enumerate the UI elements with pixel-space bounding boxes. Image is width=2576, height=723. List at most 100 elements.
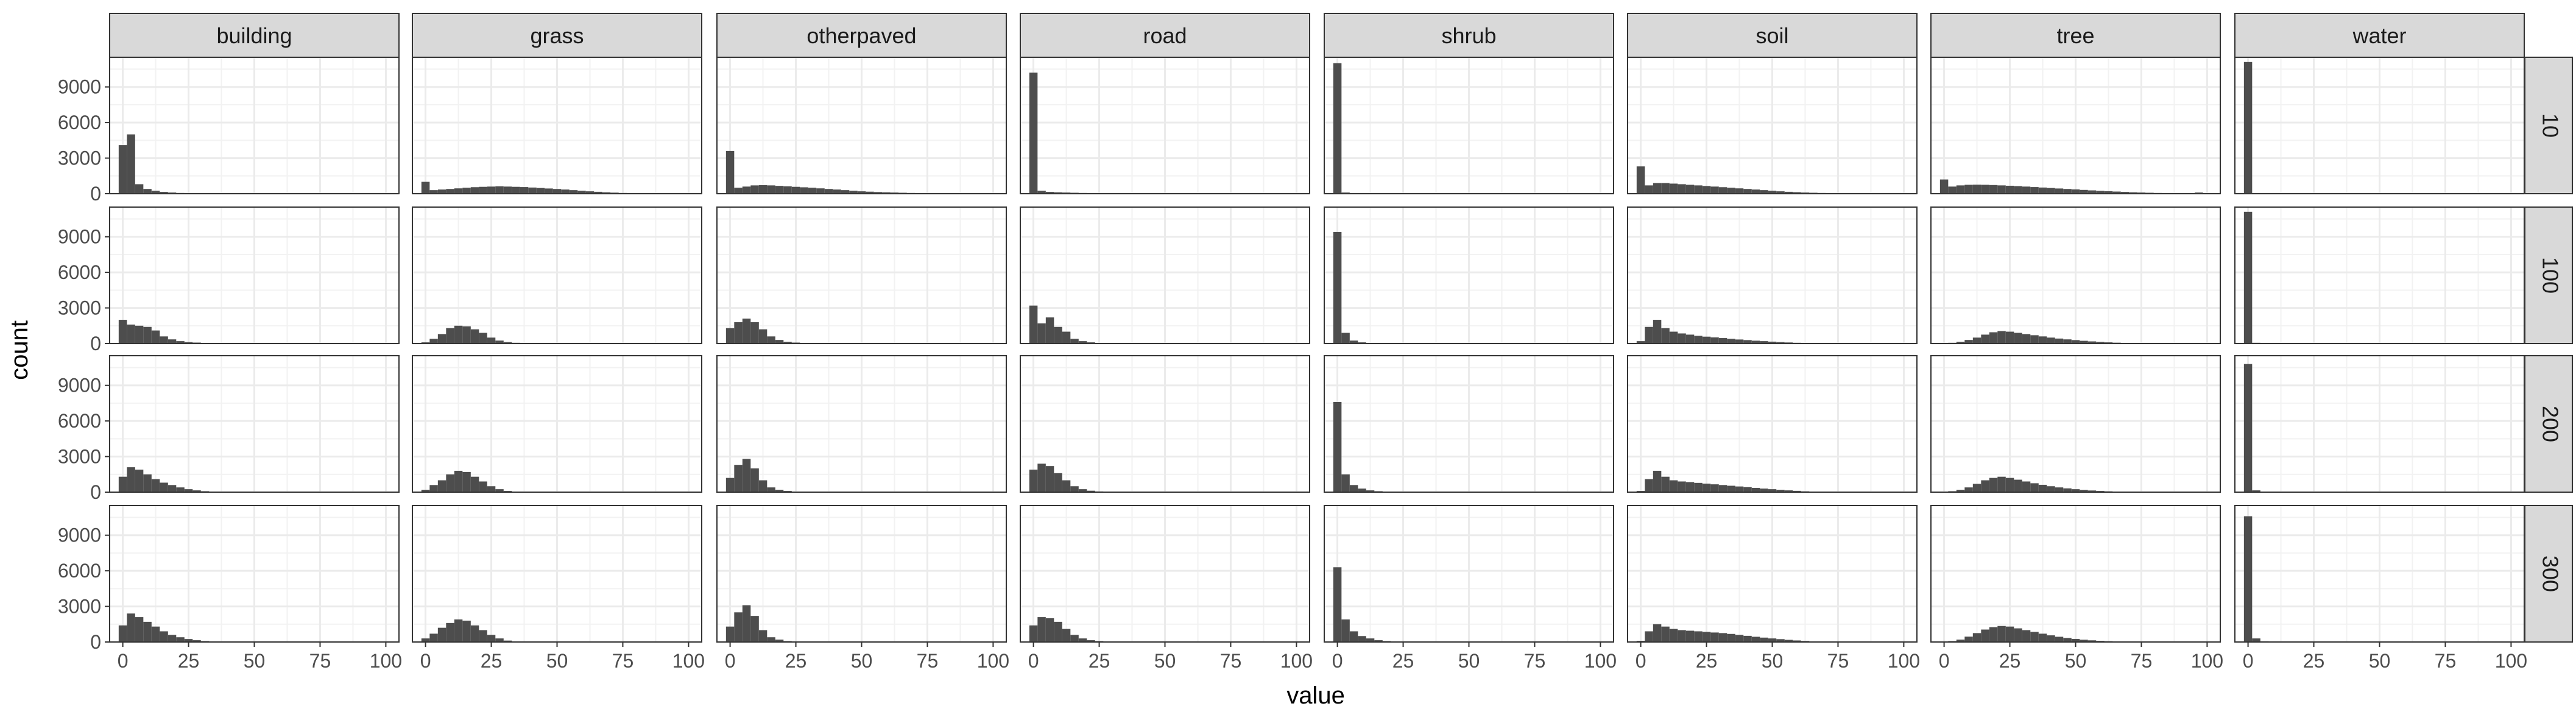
histogram-bar <box>2047 486 2055 492</box>
histogram-bar <box>1669 331 1678 344</box>
histogram-bar <box>487 337 496 344</box>
histogram-bar <box>2055 637 2064 642</box>
histogram-bar <box>1037 617 1046 642</box>
histogram-bar <box>2087 490 2097 492</box>
row-strip-label-200: 200 <box>2538 406 2563 442</box>
panel-otherpaved-100 <box>716 206 1007 345</box>
histogram-bar <box>1037 464 1046 492</box>
histogram-bar <box>1735 635 1744 642</box>
y-tick-label: 6000 <box>58 410 101 432</box>
histogram-bar <box>1956 640 1965 642</box>
histogram-bar <box>1710 337 1719 344</box>
y-tick-label: 0 <box>90 333 101 354</box>
histogram-bar <box>866 191 874 194</box>
histogram-bar <box>168 339 177 344</box>
histogram-bar <box>1078 341 1087 344</box>
histogram-bar <box>2014 628 2022 642</box>
histogram-bar <box>2243 62 2253 194</box>
x-tick-label: 75 <box>612 650 634 672</box>
histogram-bar <box>1989 332 1998 344</box>
row-strip-200 <box>2524 355 2573 493</box>
panel-grass-200 <box>412 355 702 493</box>
panel-building-300 <box>109 505 400 643</box>
histogram-bar <box>2047 188 2055 194</box>
x-tick-label: 25 <box>2303 650 2325 672</box>
histogram-bar <box>1972 337 1981 344</box>
x-tick-label: 25 <box>1696 650 1718 672</box>
x-tick-label: 0 <box>1332 650 1343 672</box>
x-tick-label: 25 <box>1089 650 1110 672</box>
histogram-bar <box>2087 640 2097 642</box>
histogram-bar <box>176 637 185 642</box>
histogram-bar <box>1710 632 1719 642</box>
histogram-bar <box>1997 476 2006 492</box>
histogram-bar <box>1685 482 1695 492</box>
histogram-bar <box>479 333 487 344</box>
histogram-bar <box>1981 480 1989 492</box>
histogram-bar <box>824 189 833 194</box>
histogram-bar <box>750 468 759 492</box>
histogram-bar <box>2005 185 2014 194</box>
histogram-bar <box>767 637 775 642</box>
histogram-bar <box>454 325 463 344</box>
histogram-bar <box>585 191 595 194</box>
histogram-bar <box>602 192 611 194</box>
x-tick-label: 75 <box>2435 650 2457 672</box>
histogram-bar <box>833 189 841 194</box>
histogram-bar <box>520 187 529 194</box>
column-strip-label-building: building <box>216 23 292 48</box>
histogram-bar <box>462 471 471 492</box>
x-tick-label: 50 <box>244 650 266 672</box>
x-tick-label: 0 <box>118 650 129 672</box>
x-tick-label: 25 <box>481 650 503 672</box>
histogram-bar <box>767 185 775 194</box>
histogram-bar <box>1062 629 1071 642</box>
histogram-bar <box>1784 640 1793 642</box>
histogram-bar <box>1078 489 1087 492</box>
x-tick-label: 0 <box>2243 650 2254 672</box>
column-strip-label-shrub: shrub <box>1441 23 1496 48</box>
histogram-bar <box>2112 191 2121 194</box>
histogram-bar <box>2071 489 2080 492</box>
histogram-bar <box>536 188 545 194</box>
y-tick-label: 6000 <box>58 560 101 582</box>
y-tick-label: 9000 <box>58 524 101 546</box>
histogram-bar <box>118 145 127 194</box>
histogram-bar <box>1768 489 1777 492</box>
histogram-bar <box>2005 331 2014 344</box>
histogram-bar <box>882 192 891 194</box>
row-strip-100 <box>2524 206 2573 344</box>
histogram-bar <box>495 186 504 194</box>
histogram-bar <box>750 185 759 194</box>
column-strip-otherpaved <box>716 13 1007 58</box>
histogram-bar <box>2022 481 2031 492</box>
panel-border <box>412 206 702 344</box>
histogram-bar <box>135 469 144 492</box>
x-tick-label: 100 <box>1888 650 1920 672</box>
histogram-bar <box>1341 474 1350 492</box>
column-strip-label-water: water <box>2352 23 2406 48</box>
histogram-bar <box>2038 633 2047 642</box>
histogram-bar <box>2243 364 2253 492</box>
histogram-bar <box>1964 185 1973 194</box>
panel-border <box>1324 206 1614 344</box>
histogram-bar <box>1939 179 1949 194</box>
histogram-bar <box>184 342 193 344</box>
histogram-bar <box>750 322 759 344</box>
histogram-bar <box>2055 338 2064 344</box>
histogram-bar <box>1333 567 1342 642</box>
histogram-bar <box>1037 191 1046 194</box>
histogram-bar <box>841 190 850 194</box>
histogram-bar <box>569 190 578 194</box>
histogram-bar <box>1669 480 1678 492</box>
panel-building-200 <box>109 355 400 493</box>
histogram-bar <box>2071 189 2080 194</box>
histogram-bar <box>118 625 127 642</box>
x-tick-label: 0 <box>1028 650 1039 672</box>
panel-border <box>2234 355 2525 493</box>
histogram-bar <box>775 340 784 344</box>
histogram-bar <box>1045 466 1054 492</box>
histogram-bar <box>725 626 735 642</box>
histogram-bar <box>1029 72 1038 194</box>
histogram-bar <box>143 474 152 492</box>
